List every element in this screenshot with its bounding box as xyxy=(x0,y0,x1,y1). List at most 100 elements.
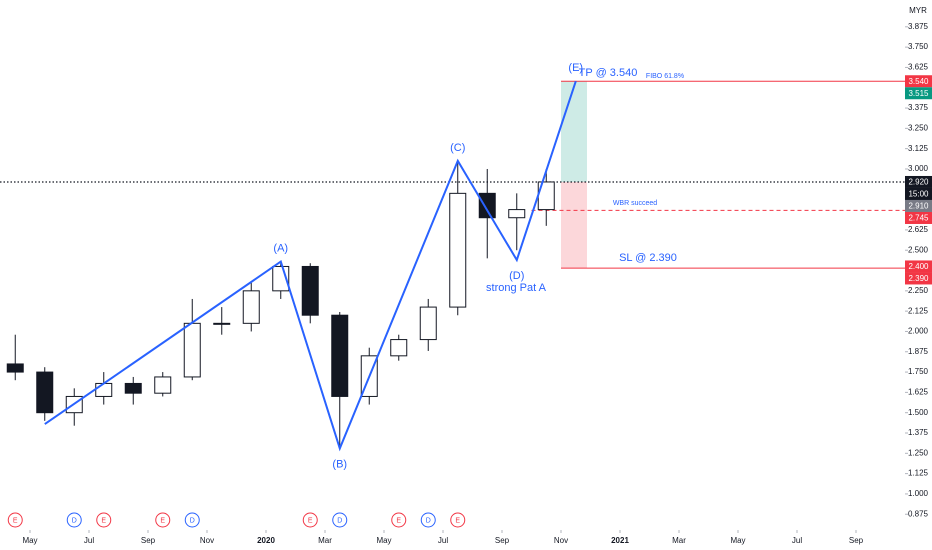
y-tick-label: 1.000 xyxy=(908,489,929,498)
event-marker xyxy=(302,512,318,528)
candle-body xyxy=(242,290,260,324)
y-tick-label: 2.125 xyxy=(908,306,929,315)
y-tick-label: 0.875 xyxy=(908,509,929,518)
event-marker xyxy=(7,512,23,528)
event-marker xyxy=(155,512,171,528)
y-tick-label: 3.750 xyxy=(908,42,929,51)
wave-label: (A) xyxy=(273,242,288,254)
event-marker xyxy=(391,512,407,528)
price-label-box xyxy=(905,87,932,100)
price-label-box xyxy=(905,272,932,285)
stop-zone xyxy=(561,181,587,269)
price-label-box xyxy=(905,75,932,88)
x-tick-label: Mar xyxy=(672,536,686,545)
x-tick-label: 2020 xyxy=(257,536,275,545)
y-tick-label: 1.250 xyxy=(908,448,929,457)
price-label-box xyxy=(905,175,932,188)
annotation: TP @ 3.540 xyxy=(579,67,638,79)
event-marker xyxy=(66,512,82,528)
event-label: E xyxy=(160,517,165,524)
countdown-label: 15:00 xyxy=(908,190,929,199)
price-label: 2.400 xyxy=(908,262,929,271)
x-tick-label: Sep xyxy=(495,536,510,545)
x-tick-label: Nov xyxy=(554,536,568,545)
price-label: 2.920 xyxy=(908,178,929,187)
currency-label: MYR xyxy=(909,6,927,15)
y-tick-label: 1.500 xyxy=(908,408,929,417)
candle-body xyxy=(478,192,496,219)
event-marker xyxy=(420,512,436,528)
candle-body xyxy=(301,265,319,316)
candle-body xyxy=(449,192,467,308)
x-tick-label: Sep xyxy=(849,536,864,545)
x-tick-label: Jul xyxy=(792,536,802,545)
annotation: FIBO 61.8% xyxy=(646,73,684,80)
annotation: WBR succeed xyxy=(613,200,657,207)
y-tick-label: 2.500 xyxy=(908,245,929,254)
candle-body xyxy=(124,382,142,394)
x-tick-label: May xyxy=(730,536,745,545)
y-tick-label: 3.250 xyxy=(908,123,929,132)
x-tick-label: 2021 xyxy=(611,536,629,545)
plot-area xyxy=(0,80,905,452)
candle-body xyxy=(213,322,231,325)
candle-body xyxy=(183,322,201,378)
x-tick-label: Sep xyxy=(141,536,156,545)
event-label: E xyxy=(13,517,18,524)
y-tick-label: 1.750 xyxy=(908,367,929,376)
event-marker xyxy=(332,512,348,528)
x-tick-label: May xyxy=(376,536,391,545)
event-label: D xyxy=(426,517,431,524)
annotation: strong Pat A xyxy=(486,282,547,294)
event-label: E xyxy=(308,517,313,524)
event-label: E xyxy=(396,517,401,524)
candle-body xyxy=(154,376,172,394)
y-tick-label: 2.250 xyxy=(908,286,929,295)
event-label: E xyxy=(455,517,460,524)
candle-body xyxy=(390,339,408,357)
y-tick-label: 1.625 xyxy=(908,387,929,396)
x-tick-label: Mar xyxy=(318,536,332,545)
wave-label: (B) xyxy=(332,458,347,470)
y-tick-label: 2.625 xyxy=(908,225,929,234)
price-label: 3.515 xyxy=(908,89,929,98)
event-marker xyxy=(184,512,200,528)
y-tick-label: 3.000 xyxy=(908,164,929,173)
candle-body xyxy=(508,209,526,219)
x-tick-label: Nov xyxy=(200,536,214,545)
wave-label: (D) xyxy=(509,270,524,282)
wave-line xyxy=(44,80,577,452)
x-tick-label: Jul xyxy=(84,536,94,545)
wave-label: (C) xyxy=(450,142,465,154)
price-label-box xyxy=(905,211,932,224)
event-marker xyxy=(450,512,466,528)
price-label: 2.390 xyxy=(908,274,929,283)
y-tick-label: 2.000 xyxy=(908,327,929,336)
annotation: SL @ 2.390 xyxy=(619,252,677,264)
y-tick-label: 1.375 xyxy=(908,428,929,437)
event-label: D xyxy=(190,517,195,524)
price-label: 2.910 xyxy=(908,202,929,211)
y-tick-label: 1.875 xyxy=(908,347,929,356)
y-tick-label: 3.125 xyxy=(908,144,929,153)
candle-body xyxy=(36,371,54,414)
event-marker xyxy=(96,512,112,528)
price-label: 2.745 xyxy=(908,214,929,223)
price-label: 3.540 xyxy=(908,77,929,86)
candle-body xyxy=(419,306,437,341)
event-label: D xyxy=(337,517,342,524)
x-tick-label: May xyxy=(22,536,37,545)
y-tick-label: 3.875 xyxy=(908,22,929,31)
candle-body xyxy=(95,382,113,397)
x-tick-label: Jul xyxy=(438,536,448,545)
candle-body xyxy=(6,363,24,373)
wave-label: (E) xyxy=(568,62,583,74)
price-label-box xyxy=(905,199,932,212)
event-label: D xyxy=(72,517,77,524)
y-tick-label: 3.625 xyxy=(908,63,929,72)
candle-body xyxy=(331,314,349,397)
event-label: E xyxy=(101,517,106,524)
target-zone xyxy=(561,81,587,182)
y-tick-label: 1.125 xyxy=(908,469,929,478)
